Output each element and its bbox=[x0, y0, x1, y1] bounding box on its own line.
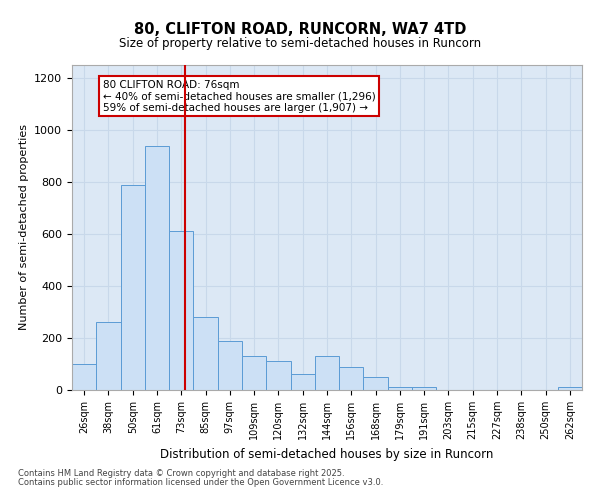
Bar bbox=[388, 388, 412, 390]
Bar bbox=[339, 366, 364, 390]
Bar bbox=[121, 184, 145, 390]
Bar bbox=[145, 146, 169, 390]
Bar bbox=[193, 317, 218, 390]
Text: 80, CLIFTON ROAD, RUNCORN, WA7 4TD: 80, CLIFTON ROAD, RUNCORN, WA7 4TD bbox=[134, 22, 466, 38]
Bar bbox=[364, 377, 388, 390]
Text: Contains HM Land Registry data © Crown copyright and database right 2025.: Contains HM Land Registry data © Crown c… bbox=[18, 469, 344, 478]
Bar bbox=[218, 340, 242, 390]
Bar bbox=[72, 364, 96, 390]
Text: Size of property relative to semi-detached houses in Runcorn: Size of property relative to semi-detach… bbox=[119, 38, 481, 51]
Bar bbox=[96, 322, 121, 390]
Text: Contains public sector information licensed under the Open Government Licence v3: Contains public sector information licen… bbox=[18, 478, 383, 487]
Bar bbox=[242, 356, 266, 390]
Bar bbox=[169, 232, 193, 390]
Bar bbox=[558, 388, 582, 390]
Bar bbox=[315, 356, 339, 390]
Bar bbox=[290, 374, 315, 390]
Bar bbox=[266, 362, 290, 390]
Text: 80 CLIFTON ROAD: 76sqm
← 40% of semi-detached houses are smaller (1,296)
59% of : 80 CLIFTON ROAD: 76sqm ← 40% of semi-det… bbox=[103, 80, 376, 113]
Bar bbox=[412, 388, 436, 390]
Y-axis label: Number of semi-detached properties: Number of semi-detached properties bbox=[19, 124, 29, 330]
X-axis label: Distribution of semi-detached houses by size in Runcorn: Distribution of semi-detached houses by … bbox=[160, 448, 494, 460]
